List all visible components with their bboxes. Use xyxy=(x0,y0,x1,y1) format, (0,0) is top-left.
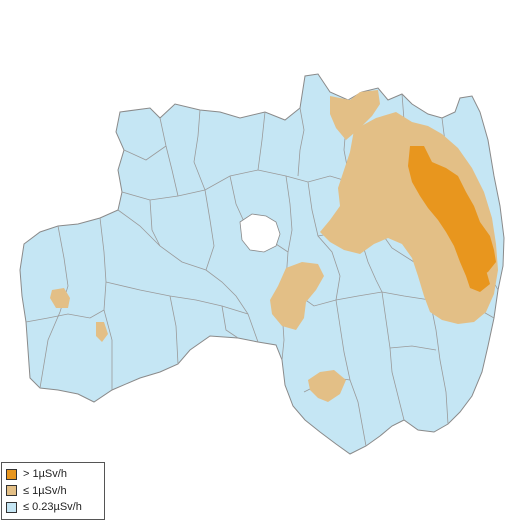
legend-item-high: > 1µSv/h xyxy=(6,466,100,483)
legend-item-low: ≤ 0.23µSv/h xyxy=(6,499,100,516)
legend-label-low: ≤ 0.23µSv/h xyxy=(23,501,82,514)
legend-item-mid: ≤ 1µSv/h xyxy=(6,483,100,500)
legend: > 1µSv/h ≤ 1µSv/h ≤ 0.23µSv/h xyxy=(1,462,105,520)
legend-label-mid: ≤ 1µSv/h xyxy=(23,484,67,497)
contamination-zones-mid xyxy=(50,90,498,402)
lake-inawashiro xyxy=(239,213,281,253)
contamination-zones-high xyxy=(408,146,496,292)
legend-swatch-high xyxy=(6,468,17,480)
legend-label-high: > 1µSv/h xyxy=(23,468,67,481)
legend-swatch-mid xyxy=(6,485,17,497)
legend-swatch-low xyxy=(6,501,17,513)
